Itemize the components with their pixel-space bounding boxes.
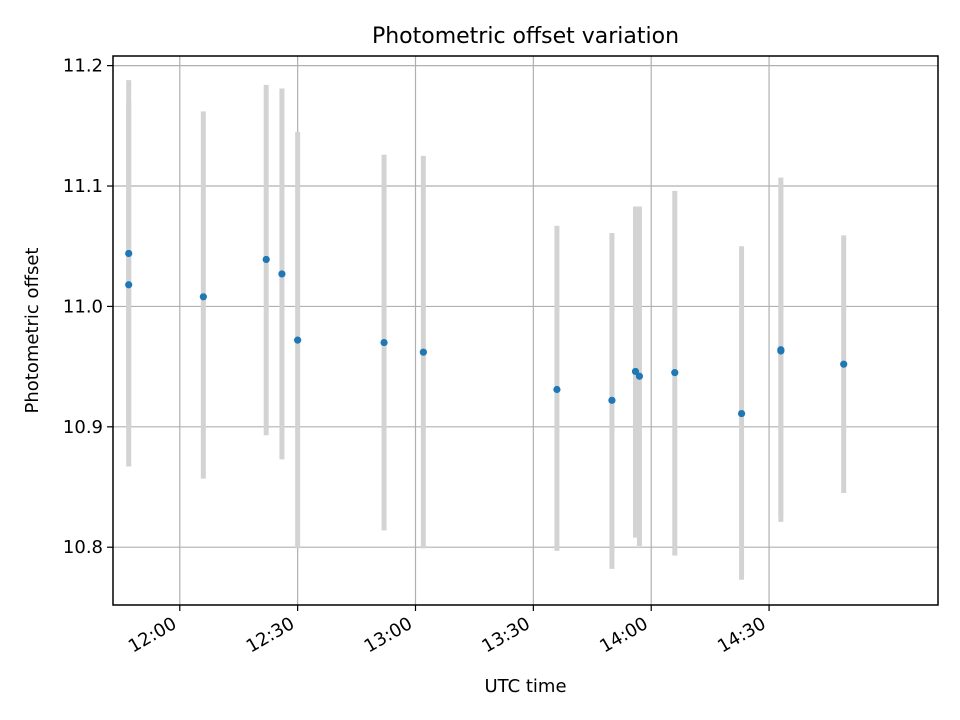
data-point [419,348,427,356]
x-axis-ticks: 12:00 12:30 13:00 13:30 14:00 14:30 [125,605,770,657]
y-tick-label: 11.1 [63,176,103,197]
x-axis-label: UTC time [484,676,566,697]
x-tick-label: 13:30 [478,613,533,657]
data-point [125,281,133,289]
data-point [262,255,270,264]
y-axis-ticks: 10.8 10.9 11.0 11.1 11.2 [63,56,113,558]
y-tick-label: 10.9 [63,417,103,438]
data-point [840,360,848,368]
grid-lines [113,56,938,605]
data-points [125,249,848,418]
data-point [671,369,679,377]
x-tick-label: 12:00 [125,613,180,657]
data-point [608,396,616,404]
data-point [777,347,785,355]
x-tick-label: 14:30 [714,613,769,657]
plot-frame [112,55,939,606]
x-tick-label: 14:00 [596,613,651,657]
x-tick-label: 12:30 [243,613,298,657]
data-point [737,409,746,418]
error-bars [126,80,847,580]
data-point [553,385,561,394]
data-point [380,338,388,347]
data-point [635,372,644,380]
y-tick-label: 11.0 [63,296,103,317]
data-point [294,336,302,344]
data-point [125,249,133,258]
y-tick-label: 10.8 [63,537,103,558]
x-tick-label: 13:00 [361,613,416,657]
data-point [278,270,286,278]
data-point [631,367,640,376]
y-axis-label: Photometric offset [22,248,43,414]
y-tick-label: 11.2 [63,56,103,77]
chart-title: Photometric offset variation [372,24,679,49]
data-point [199,293,207,301]
